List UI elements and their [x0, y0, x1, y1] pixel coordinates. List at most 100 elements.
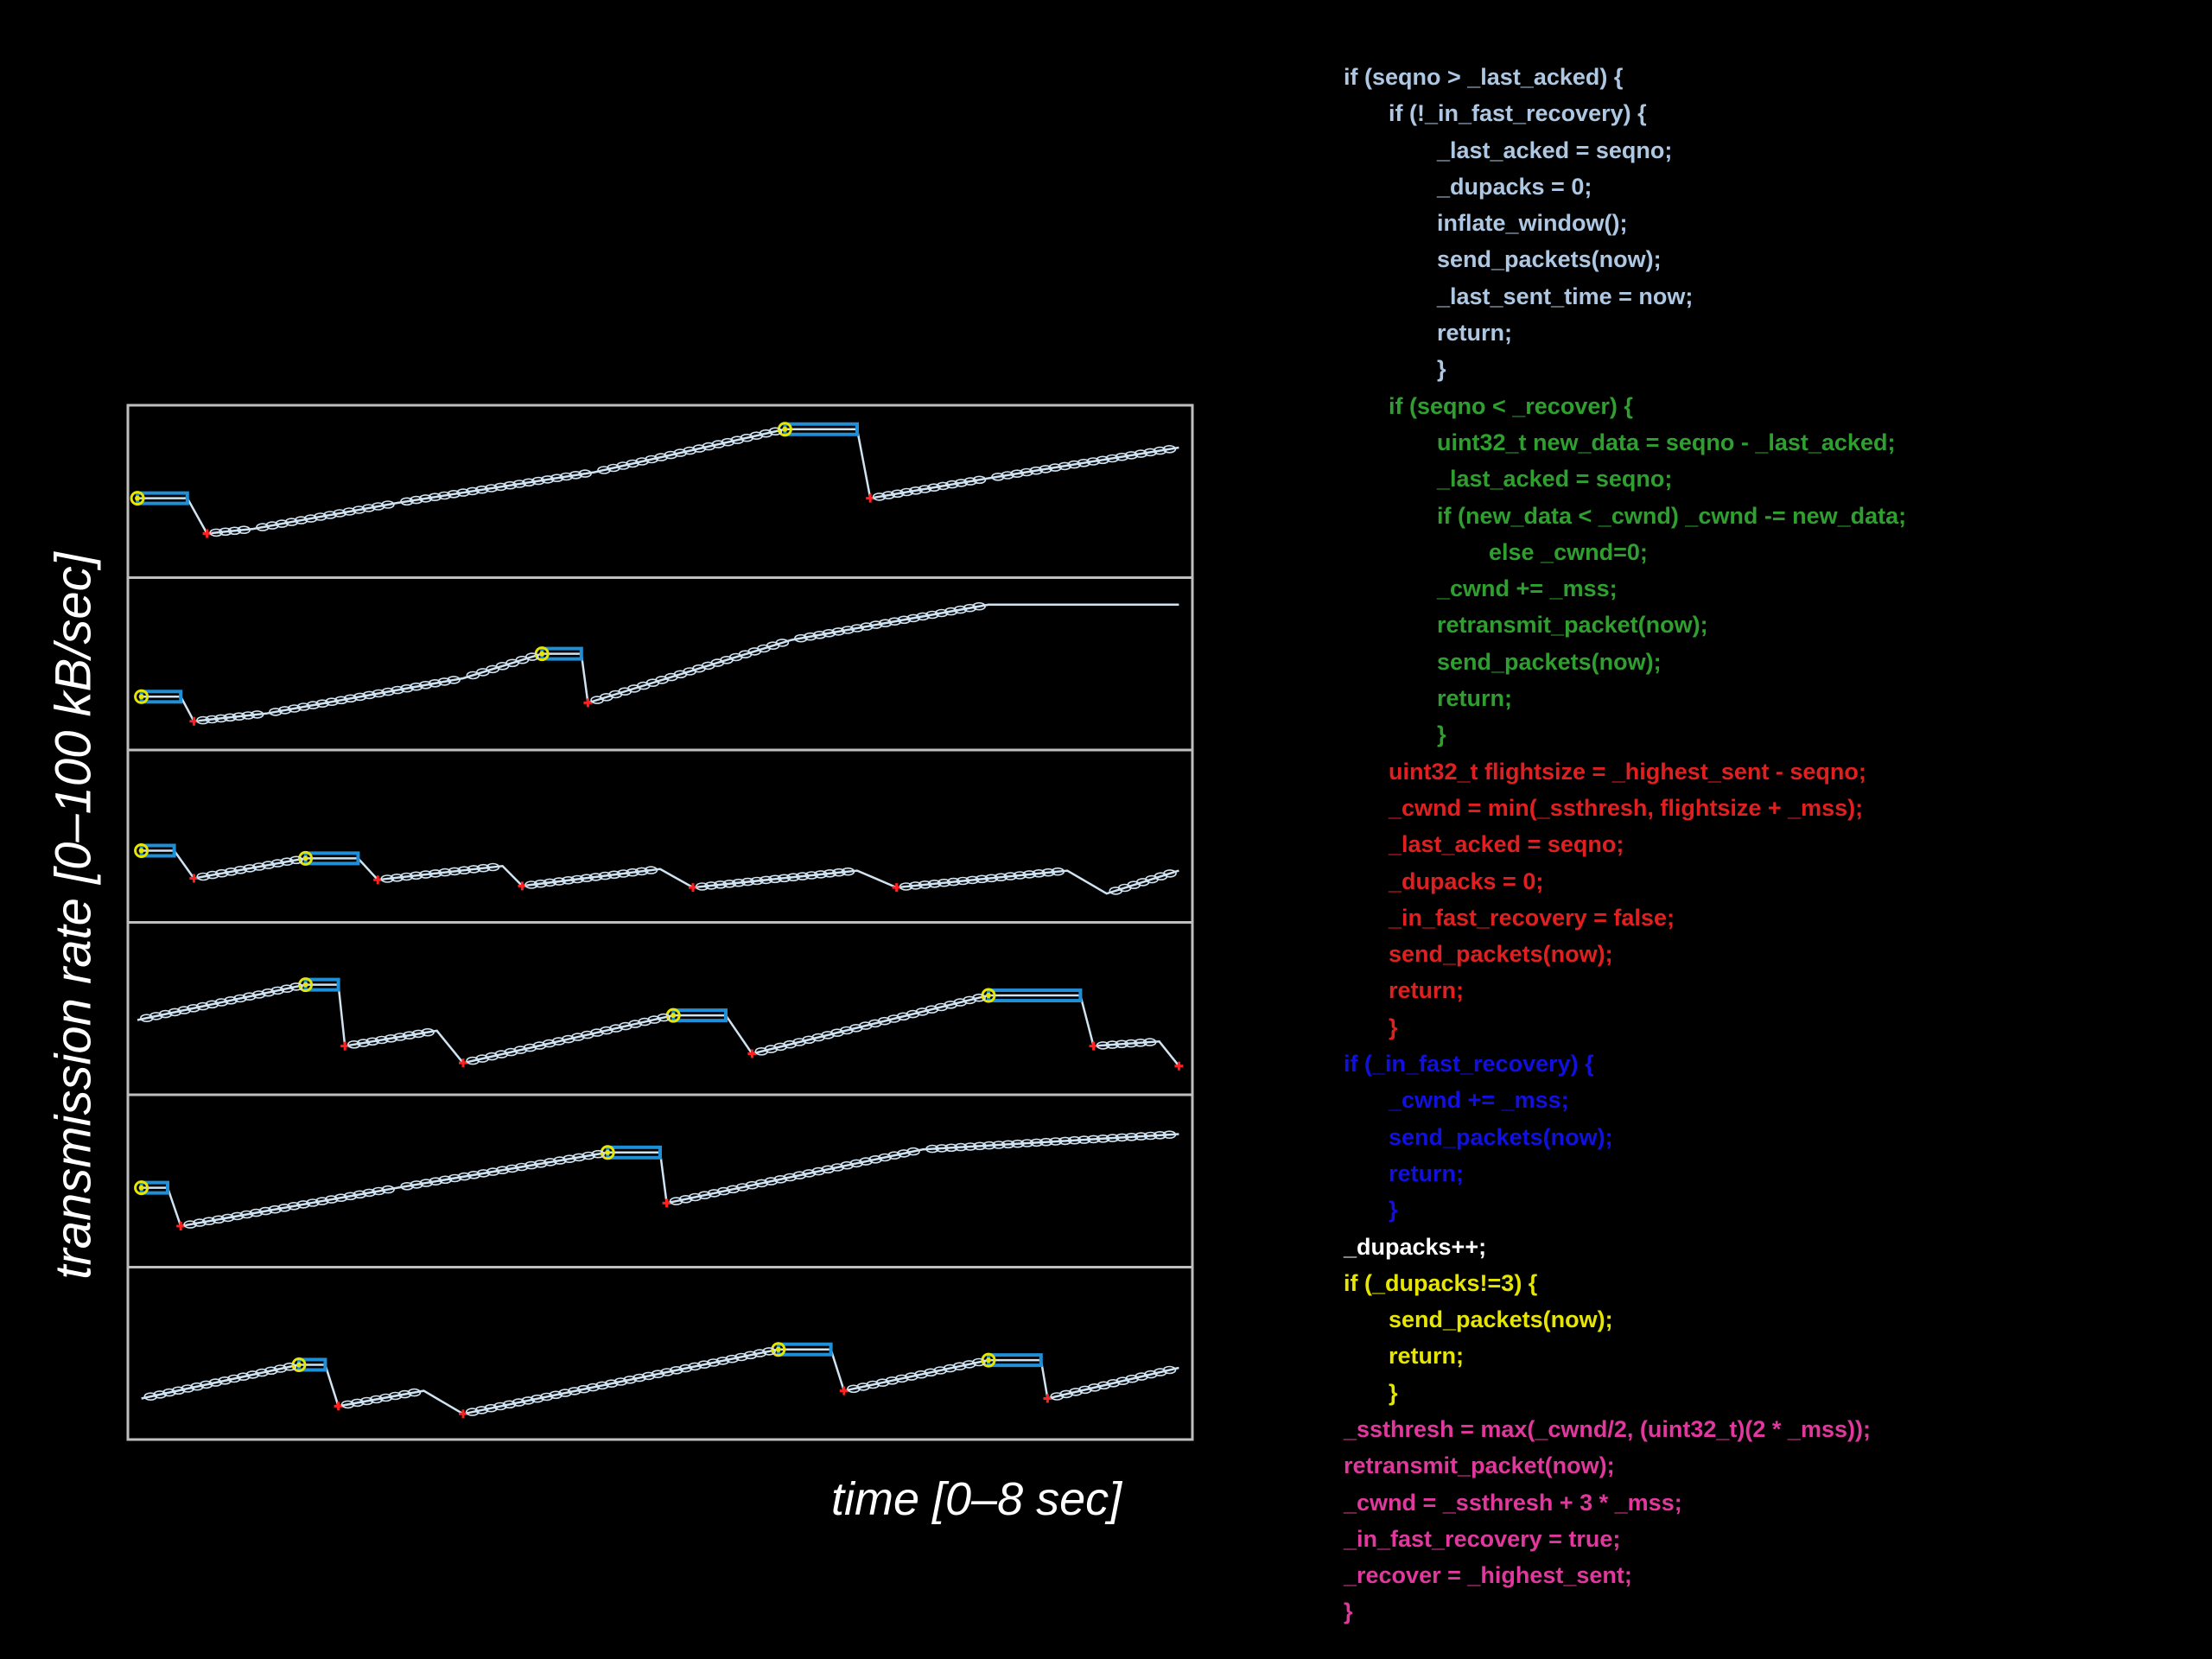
ack-marker	[195, 1001, 210, 1011]
code-line: _recover = _highest_sent;	[1344, 1562, 1632, 1589]
ack-marker	[906, 1147, 920, 1156]
code-line: if (seqno < _recover) {	[1389, 392, 1633, 419]
ack-marker	[190, 1382, 204, 1391]
ack-marker	[688, 1192, 702, 1202]
ack-marker	[973, 1141, 987, 1151]
ack-marker	[1039, 1137, 1053, 1147]
ack-marker	[570, 874, 585, 884]
loss-marker	[583, 698, 593, 708]
ack-marker	[539, 1392, 554, 1402]
ack-marker	[303, 514, 318, 523]
ack-marker	[369, 1395, 384, 1404]
dupack-marker	[539, 651, 545, 657]
ack-marker	[533, 879, 548, 888]
ack-marker	[514, 1162, 529, 1172]
ack-marker	[1135, 1372, 1148, 1381]
ack-marker	[840, 1160, 855, 1170]
ack-marker	[171, 1386, 186, 1395]
ack-marker	[243, 864, 257, 873]
ack-marker	[208, 1378, 223, 1387]
ack-marker	[552, 877, 566, 886]
ack-marker	[1058, 461, 1071, 471]
code-line: retransmit_packet(now);	[1437, 612, 1708, 639]
ack-marker	[669, 1197, 683, 1205]
ack-marker	[1032, 868, 1046, 878]
ack-marker	[803, 632, 817, 641]
code-line: _cwnd = _ssthresh + 3 * _mss;	[1344, 1489, 1682, 1516]
ack-marker	[1105, 1134, 1120, 1142]
ack-marker	[512, 480, 526, 488]
ack-marker	[371, 502, 385, 511]
ack-marker	[918, 485, 932, 493]
loss-marker	[662, 1198, 671, 1208]
ack-marker	[283, 1362, 297, 1371]
ack-marker	[735, 1183, 750, 1192]
ack-marker	[484, 484, 499, 493]
ack-marker	[333, 509, 346, 518]
ack-marker	[935, 1144, 949, 1153]
ack-marker	[255, 1368, 269, 1377]
ack-marker	[909, 486, 923, 495]
ack-marker	[1134, 1132, 1148, 1141]
ack-marker	[343, 694, 358, 703]
dupack-marker	[782, 426, 788, 432]
code-line: uint32_t new_data = seqno - _last_acked;	[1437, 429, 1896, 455]
ack-marker	[400, 497, 414, 506]
code-line: }	[1389, 1197, 1398, 1224]
ack-marker	[1001, 1140, 1015, 1149]
ack-marker	[850, 624, 864, 632]
ack-marker	[202, 1217, 216, 1225]
ack-marker	[1048, 463, 1062, 472]
ack-marker	[1105, 1040, 1120, 1049]
ack-marker	[264, 1366, 278, 1376]
dupack-marker	[771, 1342, 786, 1357]
ack-marker	[457, 1172, 472, 1181]
ack-marker	[418, 494, 433, 503]
code-listing: if (seqno > _last_acked) {if (!_in_fast_…	[1344, 59, 1906, 1630]
ack-marker	[1086, 1135, 1101, 1144]
ack-marker	[495, 1166, 510, 1174]
ack-marker	[946, 877, 961, 887]
ack-marker	[868, 620, 883, 629]
ack-marker	[897, 1149, 911, 1158]
dupack-marker	[138, 848, 144, 854]
code-line: }	[1344, 1599, 1353, 1625]
ack-marker	[486, 862, 500, 872]
ack-marker	[261, 988, 276, 997]
ack-marker	[183, 1220, 197, 1229]
code-line: send_packets(now);	[1389, 1123, 1613, 1150]
ack-marker	[393, 1033, 407, 1041]
ack-marker	[269, 708, 283, 716]
ack-marker	[775, 639, 790, 647]
ack-marker	[474, 1406, 489, 1414]
ack-marker	[578, 469, 592, 478]
ack-marker	[975, 874, 989, 884]
ack-marker	[918, 880, 932, 889]
ack-marker	[261, 861, 276, 869]
ack-marker	[530, 1394, 544, 1403]
ack-marker	[1115, 1039, 1128, 1049]
ack-marker	[616, 869, 631, 878]
ack-marker	[872, 493, 887, 501]
ack-marker	[1134, 449, 1148, 458]
ack-marker	[181, 1384, 194, 1393]
code-line: if (seqno > _last_acked) {	[1344, 64, 1624, 90]
ack-marker	[697, 1360, 711, 1369]
ack-marker	[868, 1155, 882, 1164]
ack-marker	[726, 1185, 741, 1194]
ack-marker	[359, 1396, 374, 1406]
ack-marker	[524, 652, 539, 661]
ack-marker	[598, 871, 613, 880]
ack-marker	[352, 505, 366, 514]
ack-marker	[521, 1396, 535, 1405]
ack-marker	[991, 472, 1005, 481]
code-line: send_packets(now);	[1437, 648, 1662, 675]
ack-marker	[237, 525, 251, 535]
code-line: }	[1389, 1014, 1398, 1040]
dupack-marker	[134, 843, 149, 858]
ack-marker	[559, 472, 574, 481]
ack-marker	[1087, 1383, 1102, 1392]
ack-marker	[419, 1179, 434, 1187]
ack-marker	[296, 702, 311, 711]
ack-marker	[277, 706, 292, 715]
